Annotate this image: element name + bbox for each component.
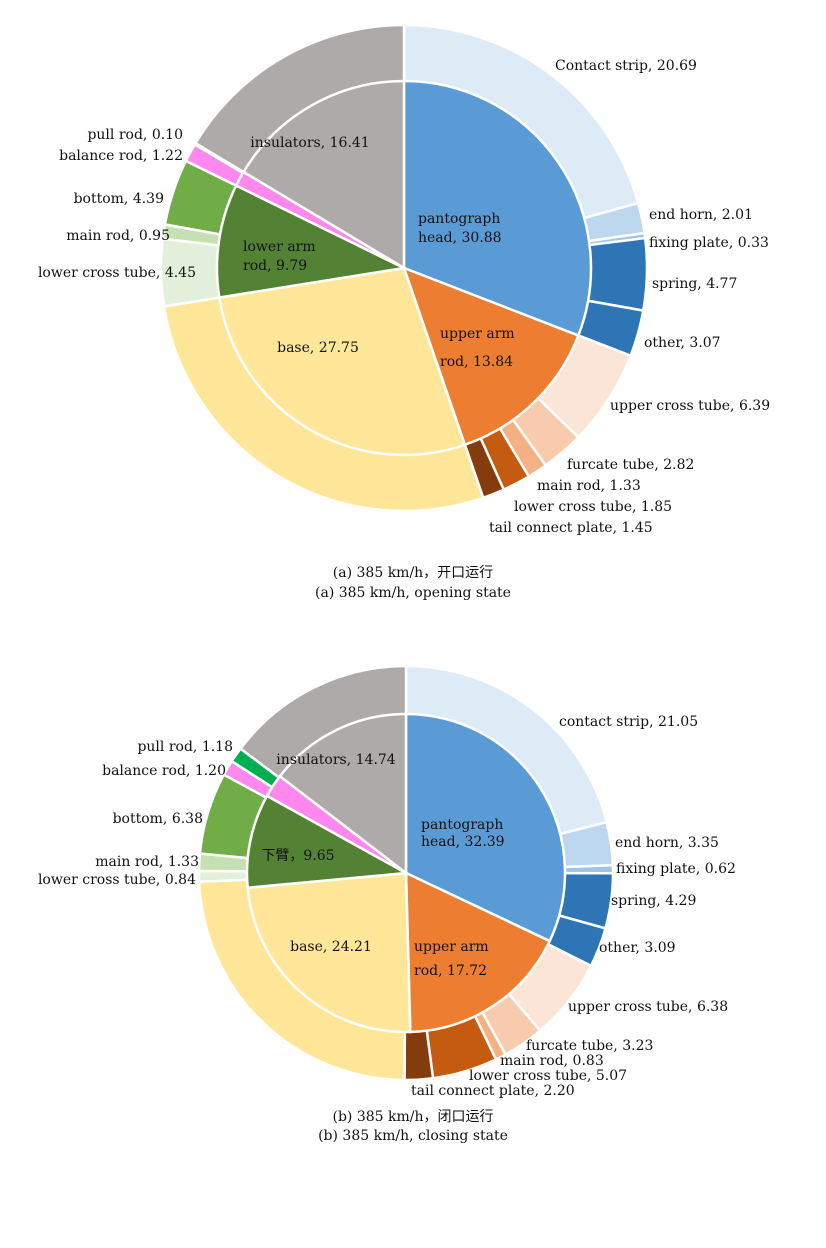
- inner-label2-0: head, 30.88: [418, 230, 502, 246]
- outer-label-8: lower cross tube, 5.07: [469, 1068, 627, 1084]
- outer-label-6: furcate tube, 3.23: [526, 1038, 653, 1054]
- inner-label-2: base, 27.75: [277, 340, 359, 356]
- outer-label-0: Contact strip, 20.69: [555, 58, 697, 74]
- outer-label-13: bottom, 4.39: [74, 191, 164, 207]
- outer-label-11: lower cross tube, 4.45: [38, 265, 196, 281]
- inner-label-3: 下臂，9.65: [261, 848, 334, 864]
- outer-label-13: bottom, 6.38: [113, 811, 203, 827]
- chart-b-caption-en: (b) 385 km/h, closing state: [318, 1128, 508, 1144]
- inner-label-5: insulators, 16.41: [250, 135, 369, 151]
- outer-label-6: furcate tube, 2.82: [567, 457, 694, 473]
- chart-a-caption-cn: (a) 385 km/h，开口运行: [332, 565, 494, 581]
- inner-label2-1: rod, 17.72: [414, 963, 487, 979]
- outer-label-3: spring, 4.29: [611, 893, 696, 909]
- outer-label-9: tail connect plate, 1.45: [489, 520, 653, 536]
- outer-label-15: pull rod, 1.18: [137, 739, 233, 755]
- inner-slice-3: [245, 794, 411, 890]
- inner-slice-2: [217, 266, 467, 457]
- inner-slice-1: [401, 265, 580, 447]
- outer-label-14: balance rod, 1.22: [59, 148, 183, 164]
- inner-slice-3: [215, 183, 409, 299]
- outer-label-12: main rod, 0.95: [66, 228, 170, 244]
- inner-label2-0: head, 32.39: [421, 834, 505, 850]
- outer-label-5: upper cross tube, 6.39: [610, 398, 770, 414]
- inner-label-1: upper arm: [414, 939, 489, 955]
- outer-label-4: other, 3.07: [644, 335, 721, 351]
- outer-label-0: contact strip, 21.05: [559, 714, 698, 730]
- outer-label-4: other, 3.09: [599, 940, 676, 956]
- inner-slice-0: [404, 712, 567, 943]
- outer-label-15: pull rod, 0.10: [87, 127, 183, 143]
- outer-label-11: lower cross tube, 0.84: [38, 872, 196, 888]
- inner-label-2: base, 24.21: [290, 939, 372, 955]
- outer-label-9: tail connect plate, 2.20: [411, 1083, 575, 1099]
- inner-label-1: upper arm: [440, 326, 515, 342]
- outer-label-1: end horn, 2.01: [649, 207, 753, 223]
- chart-b-caption-cn: (b) 385 km/h，闭口运行: [332, 1109, 494, 1125]
- inner-slice-2: [246, 871, 412, 1034]
- outer-label-3: spring, 4.77: [652, 276, 737, 292]
- inner-label-0: pantograph: [418, 211, 500, 227]
- outer-label-7: main rod, 0.83: [500, 1053, 604, 1069]
- inner-label-0: pantograph: [421, 817, 503, 833]
- inner-slice-0: [402, 79, 593, 338]
- inner-label-3: lower arm: [243, 239, 316, 255]
- outer-label-2: fixing plate, 0.33: [649, 235, 769, 251]
- inner-slice-5: [278, 712, 408, 876]
- outer-label-8: lower cross tube, 1.85: [514, 499, 672, 515]
- outer-label-12: main rod, 1.33: [95, 854, 199, 870]
- inner-label2-3: rod, 9.79: [243, 258, 307, 274]
- inner-label2-1: rod, 13.84: [440, 354, 513, 370]
- outer-label-2: fixing plate, 0.62: [616, 861, 736, 877]
- outer-label-7: main rod, 1.33: [537, 478, 641, 494]
- outer-label-1: end horn, 3.35: [615, 835, 719, 851]
- inner-slice-5: [241, 79, 406, 271]
- inner-slice-1: [404, 870, 552, 1034]
- outer-label-14: balance rod, 1.20: [102, 763, 226, 779]
- outer-label-5: upper cross tube, 6.38: [568, 999, 728, 1015]
- pie-chart-a: pantograph head, 30.88 upper arm rod, 13.84…: [38, 23, 770, 536]
- chart-a-caption-en: (a) 385 km/h, opening state: [315, 585, 511, 601]
- inner-label-5: insulators, 14.74: [276, 752, 396, 768]
